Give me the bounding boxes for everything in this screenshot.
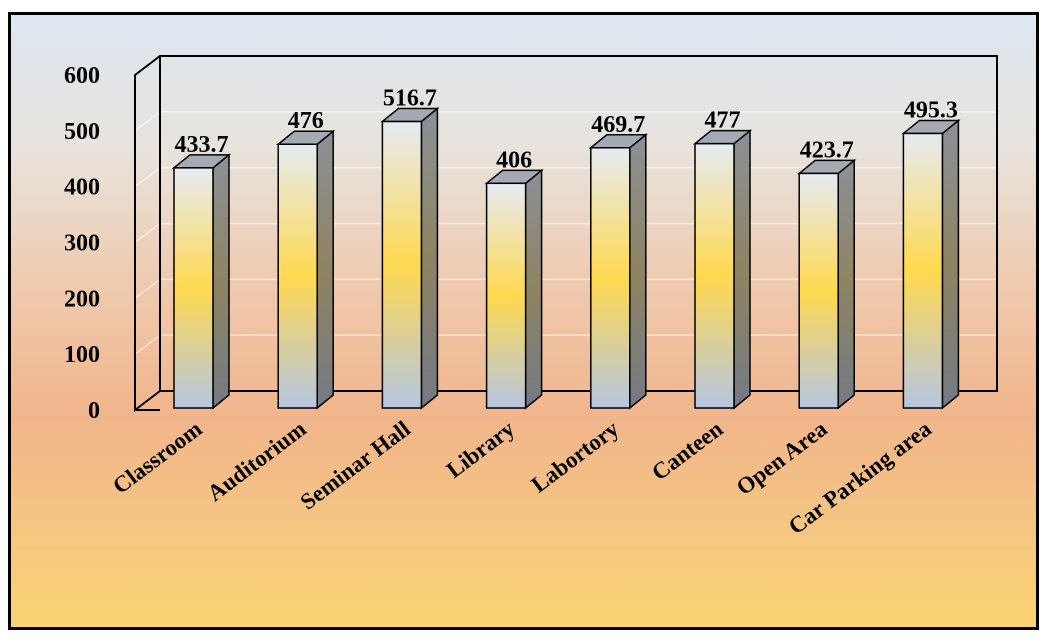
gridline-side: [134, 222, 161, 244]
bar-side: [629, 133, 647, 410]
y-tick-label: 600: [64, 63, 100, 89]
x-tick-label: Library: [442, 416, 520, 483]
x-tick-label: Labortory: [527, 416, 624, 498]
bar-side: [420, 106, 439, 410]
y-tick-label: 0: [88, 398, 100, 424]
bar-front: [277, 143, 318, 409]
back-wall: [159, 55, 998, 392]
data-label: 476: [288, 108, 324, 134]
data-label: 433.7: [175, 132, 229, 158]
y-axis: 0 100 200 300 400 500 600: [64, 63, 100, 424]
bar-side: [837, 158, 855, 410]
bar: [797, 158, 857, 410]
x-tick-label: Open Area: [732, 416, 832, 500]
y-tick-label: 400: [64, 175, 100, 201]
bar-front: [590, 147, 631, 409]
y-tick-label: 200: [64, 286, 100, 312]
gridline-side: [134, 278, 161, 299]
bar-front: [381, 120, 423, 409]
gridline-side: [134, 334, 161, 355]
side-wall: [134, 55, 161, 413]
data-label: 477: [705, 108, 741, 134]
y-tick-label: 300: [64, 231, 100, 257]
bar: [901, 118, 961, 410]
data-label: 423.7: [800, 137, 854, 163]
bars: 433.7 476 516.7 406 469.7 477 423.7 495.3: [171, 86, 961, 410]
bar: [484, 168, 544, 410]
data-label: 495.3: [904, 97, 958, 123]
bar: [171, 153, 232, 410]
data-label: 516.7: [383, 86, 437, 112]
x-tick-label: Seminar Hall: [296, 416, 415, 515]
bar: [692, 129, 753, 410]
gridline-side: [134, 111, 161, 132]
bar-front: [485, 182, 527, 409]
y-tick-label: 500: [64, 119, 100, 145]
plot-area: [134, 55, 998, 413]
bar-side: [941, 118, 960, 410]
bar-front: [798, 172, 839, 409]
bar: [276, 129, 336, 410]
bar: [380, 106, 440, 410]
y-tick-label: 100: [64, 342, 100, 368]
bar-front: [902, 132, 944, 409]
bar: [588, 133, 648, 410]
x-tick-label: Classroom: [108, 416, 206, 499]
data-label: 406: [496, 147, 532, 173]
gridline-side: [134, 167, 161, 188]
bar-side: [316, 129, 334, 410]
bar-side: [733, 129, 751, 410]
x-tick-label: Auditorium: [203, 416, 311, 506]
bar-side: [524, 168, 543, 410]
data-label: 469.7: [591, 112, 645, 138]
bar-front: [173, 167, 214, 409]
bar-side: [212, 153, 230, 410]
x-tick-label: Canteen: [647, 416, 728, 485]
bar-front: [694, 142, 735, 409]
